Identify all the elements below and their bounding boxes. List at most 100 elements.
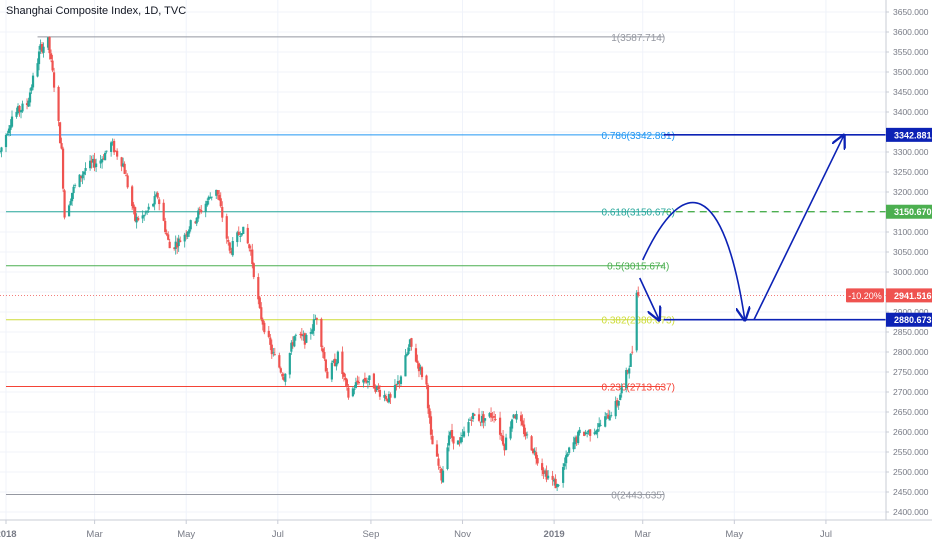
price-axis-label: 3400.000 (893, 107, 929, 117)
price-axis-label: 2800.000 (893, 347, 929, 357)
candle-body (386, 398, 389, 402)
candle-body (237, 231, 240, 236)
candle-body (236, 232, 239, 243)
price-label-bg (886, 204, 932, 219)
time-axis-label: Nov (454, 529, 471, 540)
candle-body (599, 424, 602, 426)
candle-body (111, 142, 114, 144)
candle-body (333, 358, 336, 367)
candle-body (218, 194, 221, 201)
candle-body (278, 355, 281, 368)
candle-body (186, 231, 189, 237)
candle-body (512, 414, 515, 418)
candle-body (536, 457, 539, 464)
candle-body (105, 150, 108, 152)
candle-body (134, 207, 137, 221)
candle-body (551, 475, 554, 480)
fib-level-label: 0(2443.635) (611, 491, 665, 502)
candle-body (589, 429, 592, 436)
candle-body (483, 418, 487, 421)
candle-body (164, 220, 167, 233)
candle-body (437, 458, 440, 466)
candle-body (104, 152, 107, 161)
candle-body (209, 197, 212, 199)
candle-body (132, 204, 135, 209)
candle-body (188, 229, 191, 234)
price-axis-label: 2650.000 (893, 407, 929, 417)
candle-body (122, 163, 125, 167)
change-badge: -10.20% (848, 291, 882, 301)
candle-body (488, 413, 491, 417)
candle-body (84, 168, 87, 171)
candle-body (52, 72, 56, 88)
candle-body (519, 415, 523, 422)
candle-body (357, 381, 361, 384)
candle-body (477, 414, 481, 421)
candle-body (619, 394, 622, 401)
candle-body (177, 238, 180, 247)
candle-body (27, 100, 30, 107)
candle-body (607, 414, 610, 419)
price-label: 3342.881 (894, 130, 932, 140)
candle-body (72, 186, 75, 194)
candle-body (204, 203, 207, 212)
candle-body (604, 416, 607, 427)
candle-body (489, 413, 493, 418)
candle-body (461, 435, 464, 436)
candle-body (467, 422, 470, 433)
candle-body (556, 483, 559, 487)
candle-body (345, 379, 348, 386)
candle-body (165, 233, 168, 235)
candle-body (396, 381, 400, 385)
candle-body (61, 148, 65, 189)
candle-body (176, 242, 179, 248)
candle-body (362, 379, 365, 383)
chart-title: Shanghai Composite Index, 1D, TVC (6, 5, 187, 17)
candle-body (137, 217, 140, 221)
candle-body (419, 367, 422, 370)
candle-body (294, 334, 297, 336)
candle-body (353, 388, 356, 390)
candle-body (553, 479, 556, 482)
candle-body (251, 249, 254, 265)
candle-body (7, 128, 11, 134)
candle-body (635, 292, 638, 351)
candle-body (342, 372, 345, 377)
candle-body (383, 394, 386, 398)
candle-body (447, 435, 451, 446)
candle-body (574, 437, 577, 445)
candle-body (533, 450, 536, 453)
candle-body (155, 194, 158, 197)
candle-body (144, 212, 147, 214)
candle-body (416, 360, 419, 363)
candle-body (363, 377, 367, 382)
candle-body (320, 318, 323, 347)
candle-body (152, 203, 155, 207)
candle-body (522, 424, 526, 435)
candle-body (305, 334, 308, 343)
candle-body (631, 351, 634, 353)
candle-body (15, 111, 18, 117)
candle-body (468, 419, 472, 421)
candle-body (446, 447, 449, 469)
candle-body (279, 368, 282, 373)
price-label-bg (886, 288, 932, 303)
price-axis-label: 3550.000 (893, 47, 929, 57)
candle-body (479, 421, 482, 423)
candle-body (530, 436, 533, 451)
price-axis-label: 3450.000 (893, 87, 929, 97)
candle-body (267, 330, 270, 337)
candle-body (598, 423, 601, 428)
candle-body (102, 158, 105, 160)
time-axis-bg (0, 520, 932, 550)
candle-body (480, 416, 484, 423)
candle-body (189, 220, 192, 230)
candle-body (408, 339, 412, 347)
candle-body (596, 429, 599, 433)
candle-body (131, 186, 134, 207)
candle-body (462, 431, 466, 437)
candle-body (578, 429, 581, 434)
candle-body (429, 416, 433, 435)
